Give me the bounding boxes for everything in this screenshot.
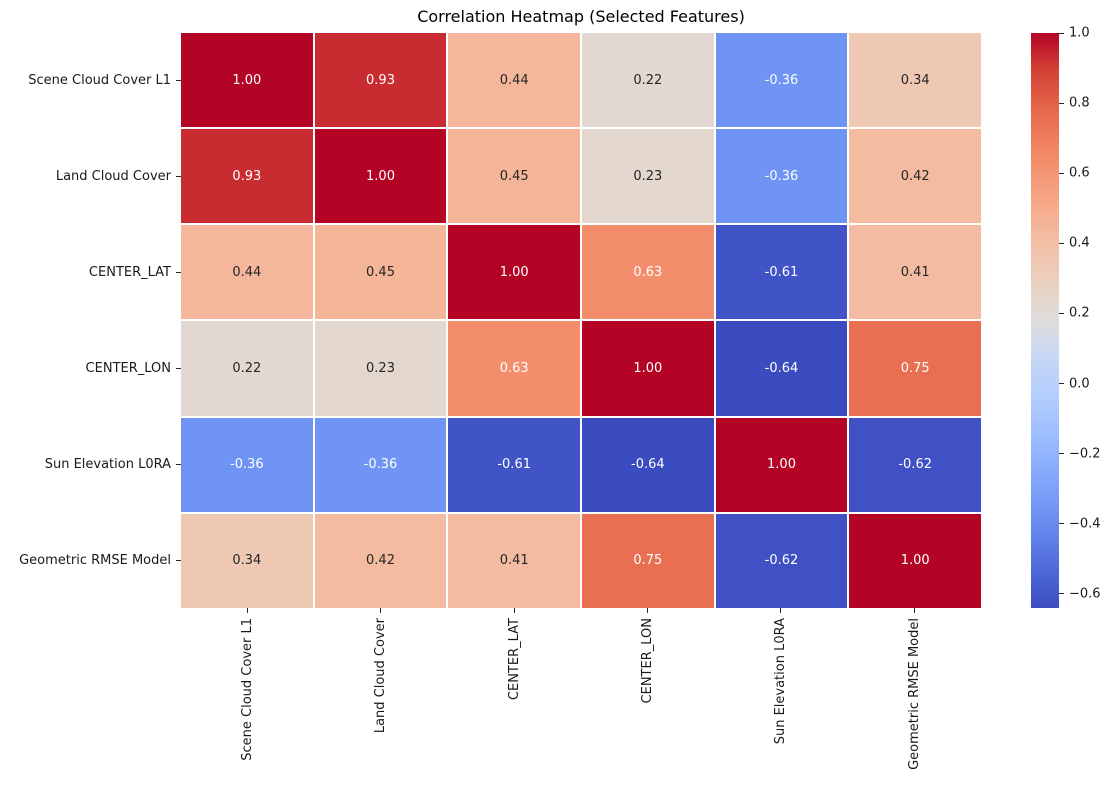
colorbar-tick-label: 0.4: [1069, 235, 1090, 251]
heatmap-cell: -0.64: [715, 321, 848, 416]
colorbar-tick-mark: [1059, 242, 1064, 244]
heatmap-cell: -0.36: [715, 33, 848, 128]
colorbar-tick-area: 1.0 0.8 0.6 0.4 0.2 0.0 −0.2 −0.4 −0.6: [1059, 26, 1111, 608]
heatmap-cell: 0.44: [448, 33, 580, 128]
heatmap-cell: -0.64: [582, 417, 714, 512]
colorbar-tick-mark: [1059, 172, 1064, 174]
x-tick-label: Scene Cloud Cover L1: [240, 618, 256, 761]
x-tick-col: Sun Elevation L0RA: [714, 608, 847, 770]
colorbar-tick-label: 0.0: [1069, 376, 1090, 392]
colorbar-tick-label: 0.8: [1069, 95, 1090, 111]
heatmap-cell: -0.36: [314, 417, 447, 512]
y-tick-row: Geometric RMSE Model: [0, 512, 181, 608]
colorbar-tick-mark: [1059, 383, 1064, 385]
colorbar-tick-label: −0.2: [1069, 446, 1101, 462]
colorbar-tick-mark: [1059, 453, 1064, 455]
y-tick-label: Sun Elevation L0RA: [44, 456, 171, 472]
colorbar-tick-mark: [1059, 32, 1064, 34]
colorbar-tick-label: 0.2: [1069, 305, 1090, 321]
y-tick-row: Scene Cloud Cover L1: [0, 33, 181, 129]
y-tick-mark: [176, 463, 181, 465]
y-tick-mark: [176, 559, 181, 561]
y-tick-mark: [176, 367, 181, 369]
heatmap-cell: 0.75: [582, 513, 714, 608]
heatmap-cell: 0.41: [448, 513, 580, 608]
heatmap-cell: 1.00: [181, 33, 313, 128]
x-tick-col: Land Cloud Cover: [314, 608, 447, 770]
heatmap-cell: 0.34: [181, 513, 313, 608]
x-axis-labels: Scene Cloud Cover L1 Land Cloud Cover CENT…: [181, 608, 981, 770]
heatmap-cell: -0.62: [715, 513, 848, 608]
heatmap-cell: -0.61: [448, 417, 580, 512]
colorbar-tick-mark: [1059, 593, 1064, 595]
heatmap-grid: 1.00 0.93 0.44 0.22 -0.36 0.34 0.93 1.00 0.45 0.2…: [181, 33, 981, 608]
x-tick-mark: [780, 608, 782, 613]
heatmap-cell: 1.00: [448, 225, 580, 320]
heatmap-cell: 0.41: [849, 225, 981, 320]
heatmap-cell: 0.23: [582, 129, 714, 224]
heatmap-cell: -0.61: [715, 225, 848, 320]
colorbar-tick-mark: [1059, 312, 1064, 314]
x-tick-col: Geometric RMSE Model: [848, 608, 981, 770]
x-tick-label: Land Cloud Cover: [373, 618, 389, 734]
y-tick-label: Scene Cloud Cover L1: [28, 73, 171, 89]
colorbar-tick-label: −0.4: [1069, 516, 1101, 532]
heatmap-cell: 0.44: [181, 225, 313, 320]
chart-title: Correlation Heatmap (Selected Features): [417, 7, 745, 26]
x-tick-col: Scene Cloud Cover L1: [181, 608, 314, 770]
heatmap-cell: 0.63: [582, 225, 714, 320]
x-tick-mark: [513, 608, 515, 613]
y-tick-label: Land Cloud Cover: [55, 169, 171, 185]
heatmap-cell: 0.45: [448, 129, 580, 224]
colorbar-tick-mark: [1059, 523, 1064, 525]
colorbar-tick-label: −0.6: [1069, 586, 1101, 602]
y-axis-labels: Scene Cloud Cover L1 Land Cloud Cover CENT…: [0, 33, 181, 608]
heatmap-cell: 0.93: [314, 33, 447, 128]
heatmap-cell: -0.36: [715, 129, 848, 224]
x-tick-mark: [247, 608, 249, 613]
x-tick-mark: [647, 608, 649, 613]
heatmap-cell: 0.42: [849, 129, 981, 224]
x-tick-label: CENTER_LON: [640, 618, 656, 704]
heatmap-cell: 1.00: [314, 129, 447, 224]
heatmap-cell: 0.63: [448, 321, 580, 416]
x-tick-mark: [913, 608, 915, 613]
heatmap-cell: 0.23: [314, 321, 447, 416]
colorbar-tick-label: 1.0: [1069, 25, 1090, 41]
y-tick-row: CENTER_LAT: [0, 225, 181, 321]
x-tick-label: CENTER_LAT: [506, 618, 522, 701]
heatmap-cell: 0.93: [181, 129, 313, 224]
y-tick-row: Sun Elevation L0RA: [0, 416, 181, 512]
heatmap-cell: 0.42: [314, 513, 447, 608]
y-tick-mark: [176, 80, 181, 82]
y-tick-label: Geometric RMSE Model: [19, 552, 171, 568]
heatmap-cell: -0.62: [849, 417, 981, 512]
heatmap-cell: 1.00: [715, 417, 848, 512]
y-tick-row: Land Cloud Cover: [0, 129, 181, 225]
y-tick-mark: [176, 272, 181, 274]
y-tick-label: CENTER_LON: [85, 360, 171, 376]
x-tick-col: CENTER_LON: [581, 608, 714, 770]
y-tick-mark: [176, 176, 181, 178]
heatmap-cell: 0.45: [314, 225, 447, 320]
colorbar-tick-label: 0.6: [1069, 165, 1090, 181]
heatmap-cell: 0.75: [849, 321, 981, 416]
heatmap-cell: 0.34: [849, 33, 981, 128]
heatmap-cell: 1.00: [582, 321, 714, 416]
heatmap-cell: 1.00: [849, 513, 981, 608]
colorbar-tick-mark: [1059, 102, 1064, 104]
x-tick-col: CENTER_LAT: [448, 608, 581, 770]
x-tick-label: Sun Elevation L0RA: [773, 618, 789, 745]
colorbar: [1031, 33, 1059, 608]
x-tick-mark: [380, 608, 382, 613]
heatmap-cell: 0.22: [181, 321, 313, 416]
y-tick-label: CENTER_LAT: [88, 265, 171, 281]
heatmap-cell: -0.36: [181, 417, 313, 512]
heatmap-cell: 0.22: [582, 33, 714, 128]
x-tick-label: Geometric RMSE Model: [906, 618, 922, 770]
y-tick-row: CENTER_LON: [0, 320, 181, 416]
